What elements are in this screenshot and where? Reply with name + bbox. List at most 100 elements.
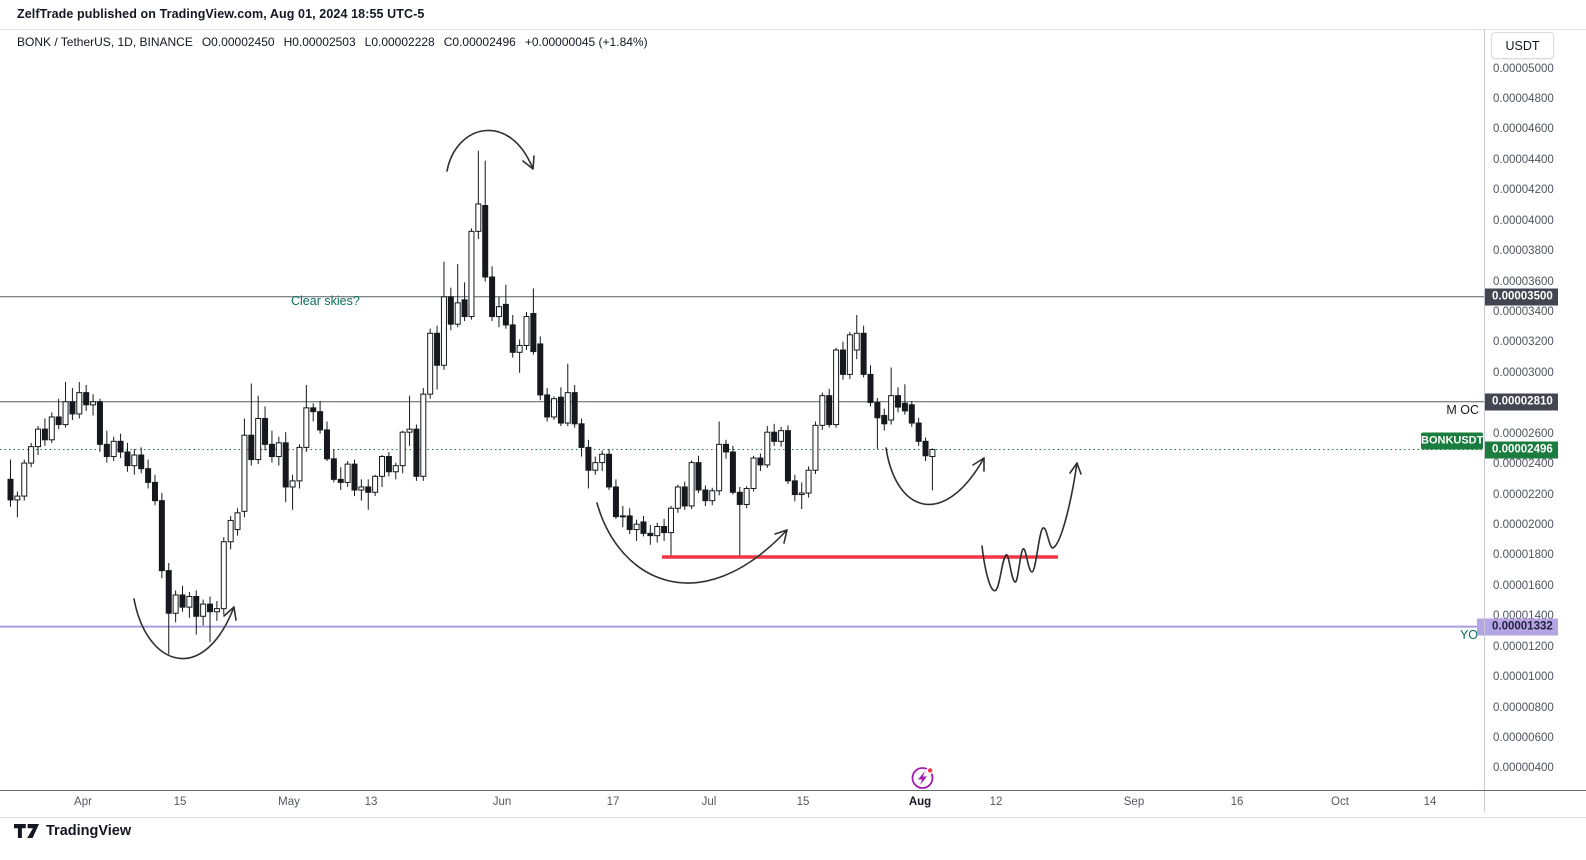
candle-up	[213, 608, 220, 613]
candle-down	[41, 428, 48, 441]
candle-down	[915, 422, 922, 442]
time-tick-label: Jul	[701, 796, 717, 808]
april-bottom-arc-arrow[interactable]	[133, 598, 237, 660]
candle-up	[234, 512, 241, 531]
price-level-label-dark: 0.00002810	[1484, 393, 1558, 411]
price-tick-label: 0.00004200	[1493, 184, 1554, 197]
candle-down	[736, 491, 743, 505]
published-attribution: ZelfTrade published on TradingView.com, …	[17, 7, 425, 21]
candle-down	[351, 463, 358, 491]
candle-up	[14, 495, 21, 501]
price-tick-label: 0.00004000	[1493, 214, 1554, 227]
candle-up	[440, 296, 447, 366]
price-tick-label: 0.00000800	[1493, 701, 1554, 714]
candle-up	[667, 507, 674, 534]
candle-down	[702, 489, 709, 502]
candle-down	[791, 480, 798, 496]
candle-up	[833, 349, 840, 426]
price-level-label-purple: 0.00001332	[1477, 618, 1558, 636]
candle-down	[330, 458, 337, 480]
candle-down	[874, 402, 881, 419]
tradingview-watermark[interactable]: TradingView	[14, 823, 131, 839]
price-tick-label: 0.00003800	[1493, 245, 1554, 258]
time-tick-label: Aug	[908, 796, 932, 808]
candle-down	[151, 481, 158, 502]
yearly-open-label[interactable]: YO	[1459, 628, 1478, 642]
legend-low: L0.00002228	[364, 35, 435, 49]
june-bottom-arc-arrow[interactable]	[596, 502, 788, 584]
candle-down	[482, 204, 489, 278]
candle-up	[716, 443, 723, 492]
candle-down	[729, 451, 736, 493]
price-tick-label: 0.00000400	[1493, 762, 1554, 775]
time-axis[interactable]: Apr 15 May 13 Jun 17 Jul 15 Aug 12 Sep 16 Oct 14	[0, 790, 1484, 817]
candle-down	[509, 324, 516, 353]
symbol-price-tag: BONKUSDT	[1421, 432, 1483, 450]
squiggle-breakout-arrow[interactable]	[981, 462, 1082, 592]
candle-down	[124, 451, 131, 467]
candle-up	[131, 454, 138, 467]
candle-up	[275, 442, 282, 458]
peak-arc-arrow[interactable]	[446, 129, 535, 172]
candle-down	[7, 478, 14, 501]
candle-down	[158, 500, 165, 572]
clear-skies-note[interactable]: Clear skies?	[291, 294, 360, 308]
price-tick-label: 0.00002000	[1493, 518, 1554, 531]
candle-up	[76, 392, 83, 415]
candle-down	[784, 430, 791, 482]
candle-up	[674, 486, 681, 509]
time-tick-label: 15	[173, 796, 187, 808]
time-tick-label: 15	[796, 796, 810, 808]
tradingview-brand-text: TradingView	[46, 823, 132, 839]
candle-up	[798, 492, 805, 496]
candle-down	[145, 468, 152, 483]
candle-up	[564, 392, 571, 424]
time-tick-label: 13	[364, 796, 378, 808]
candle-down	[647, 532, 654, 537]
candle-up	[929, 449, 936, 458]
july-dip-arc-arrow[interactable]	[885, 447, 985, 506]
candle-up	[743, 487, 750, 505]
flash-icon[interactable]	[911, 766, 934, 789]
candle-down	[69, 401, 76, 415]
candle-down	[248, 434, 255, 461]
candle-up	[454, 302, 461, 325]
candle-up	[90, 401, 97, 406]
monthly-oc-label[interactable]: M OC	[1446, 403, 1479, 417]
candle-down	[695, 462, 702, 491]
time-tick-label: Jun	[492, 796, 512, 808]
currency-toggle-button[interactable]: USDT	[1491, 32, 1554, 59]
chart-legend[interactable]: BONK / TetherUS, 1D, BINANCE O0.00002450…	[17, 35, 648, 49]
candle-up	[392, 465, 399, 473]
candle-up	[516, 344, 523, 353]
candle-down	[606, 453, 613, 488]
legend-close: C0.00002496	[443, 35, 516, 49]
candle-up	[303, 407, 310, 448]
time-tick-label: Apr	[74, 796, 92, 808]
candle-down	[447, 296, 454, 325]
candle-down	[489, 276, 496, 318]
candle-down	[117, 440, 124, 453]
candle-down	[901, 402, 908, 412]
candle-down	[867, 373, 874, 404]
candle-up	[633, 523, 640, 531]
candle-down	[83, 392, 90, 406]
price-tick-label: 0.00002400	[1493, 458, 1554, 471]
price-axis[interactable]: 0.00005000 0.00004800 0.00004600 0.00004400…	[1477, 29, 1586, 790]
price-tick-label: 0.00003000	[1493, 366, 1554, 379]
candle-up	[888, 395, 895, 421]
candle-down	[578, 423, 585, 448]
candle-down	[502, 303, 509, 326]
candle-up	[551, 398, 558, 418]
candle-up	[688, 462, 695, 507]
candle-up	[399, 431, 406, 467]
candle-down	[385, 456, 392, 473]
candle-up	[468, 230, 475, 318]
candle-up	[344, 463, 351, 483]
candle-up	[819, 395, 826, 426]
candle-down	[268, 443, 275, 458]
legend-change: +0.00000045 (+1.84%)	[524, 35, 648, 49]
candle-up	[289, 480, 296, 488]
candle-down	[839, 349, 846, 375]
